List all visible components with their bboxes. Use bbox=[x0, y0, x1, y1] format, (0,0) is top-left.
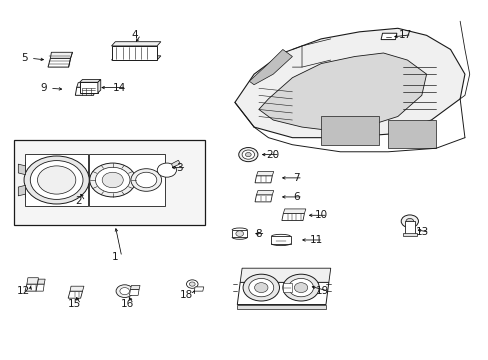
Text: 13: 13 bbox=[415, 227, 428, 237]
Text: 8: 8 bbox=[255, 229, 262, 239]
Circle shape bbox=[242, 150, 254, 159]
Bar bbox=[404, 221, 414, 234]
Circle shape bbox=[405, 219, 413, 224]
Text: 4: 4 bbox=[131, 30, 137, 40]
Text: 20: 20 bbox=[266, 150, 279, 159]
Circle shape bbox=[238, 148, 257, 162]
Polygon shape bbox=[255, 176, 272, 183]
Polygon shape bbox=[36, 284, 44, 291]
Circle shape bbox=[245, 153, 251, 157]
Text: 1: 1 bbox=[112, 252, 118, 262]
Polygon shape bbox=[237, 305, 325, 309]
Circle shape bbox=[131, 169, 161, 191]
Circle shape bbox=[248, 278, 273, 297]
Circle shape bbox=[243, 274, 279, 301]
Text: 10: 10 bbox=[314, 210, 327, 220]
Polygon shape bbox=[50, 52, 72, 58]
Circle shape bbox=[288, 278, 313, 297]
Polygon shape bbox=[75, 87, 95, 95]
Circle shape bbox=[95, 167, 130, 193]
Polygon shape bbox=[48, 58, 70, 67]
Bar bbox=[232, 230, 247, 237]
Text: 16: 16 bbox=[120, 299, 133, 309]
Bar bbox=[387, 120, 435, 148]
Circle shape bbox=[120, 288, 129, 294]
Polygon shape bbox=[25, 162, 30, 198]
Bar bbox=[271, 237, 290, 243]
Text: 18: 18 bbox=[179, 290, 192, 300]
Circle shape bbox=[30, 161, 83, 199]
Polygon shape bbox=[38, 279, 45, 284]
Bar bbox=[321, 117, 378, 145]
Text: 5: 5 bbox=[20, 53, 27, 63]
Polygon shape bbox=[237, 282, 328, 305]
Circle shape bbox=[400, 215, 418, 228]
Polygon shape bbox=[256, 190, 273, 195]
Circle shape bbox=[157, 163, 176, 177]
Polygon shape bbox=[25, 284, 38, 291]
Polygon shape bbox=[129, 289, 139, 295]
Circle shape bbox=[294, 283, 307, 293]
Polygon shape bbox=[256, 171, 273, 176]
Circle shape bbox=[38, 166, 76, 194]
Polygon shape bbox=[18, 164, 25, 175]
Polygon shape bbox=[111, 42, 161, 46]
Circle shape bbox=[254, 283, 267, 293]
Polygon shape bbox=[77, 83, 97, 87]
Bar bbox=[14, 140, 205, 225]
Text: 2: 2 bbox=[75, 196, 82, 206]
Polygon shape bbox=[98, 80, 101, 93]
Polygon shape bbox=[258, 53, 426, 131]
Polygon shape bbox=[240, 268, 330, 282]
Polygon shape bbox=[27, 278, 39, 284]
Polygon shape bbox=[25, 154, 88, 207]
Polygon shape bbox=[194, 287, 203, 291]
Bar bbox=[282, 283, 292, 292]
Text: 3: 3 bbox=[176, 163, 183, 173]
Bar bbox=[402, 233, 416, 237]
Polygon shape bbox=[281, 213, 304, 221]
Polygon shape bbox=[380, 33, 396, 40]
Polygon shape bbox=[234, 28, 464, 138]
Text: 14: 14 bbox=[113, 82, 126, 93]
Polygon shape bbox=[70, 286, 84, 291]
Polygon shape bbox=[111, 46, 157, 60]
Circle shape bbox=[282, 274, 319, 301]
Polygon shape bbox=[255, 195, 272, 202]
Text: 6: 6 bbox=[292, 192, 299, 202]
Polygon shape bbox=[18, 185, 25, 196]
Circle shape bbox=[89, 163, 136, 197]
Polygon shape bbox=[283, 209, 305, 213]
Polygon shape bbox=[111, 56, 161, 60]
Text: 17: 17 bbox=[398, 30, 411, 40]
Circle shape bbox=[136, 172, 157, 188]
Circle shape bbox=[186, 280, 198, 288]
Circle shape bbox=[189, 282, 195, 286]
Polygon shape bbox=[249, 49, 292, 85]
Circle shape bbox=[116, 285, 133, 297]
Text: 9: 9 bbox=[40, 83, 46, 93]
Text: 15: 15 bbox=[68, 299, 81, 309]
Polygon shape bbox=[130, 285, 140, 289]
Polygon shape bbox=[171, 160, 180, 167]
Polygon shape bbox=[80, 80, 101, 82]
Circle shape bbox=[24, 156, 89, 204]
Bar bbox=[89, 154, 165, 207]
Text: 7: 7 bbox=[292, 173, 299, 183]
Bar bbox=[80, 82, 98, 93]
Text: 19: 19 bbox=[315, 286, 328, 296]
Text: 12: 12 bbox=[17, 286, 30, 296]
Circle shape bbox=[235, 231, 243, 237]
Polygon shape bbox=[68, 291, 82, 298]
Text: 11: 11 bbox=[309, 235, 323, 245]
Circle shape bbox=[102, 172, 123, 188]
